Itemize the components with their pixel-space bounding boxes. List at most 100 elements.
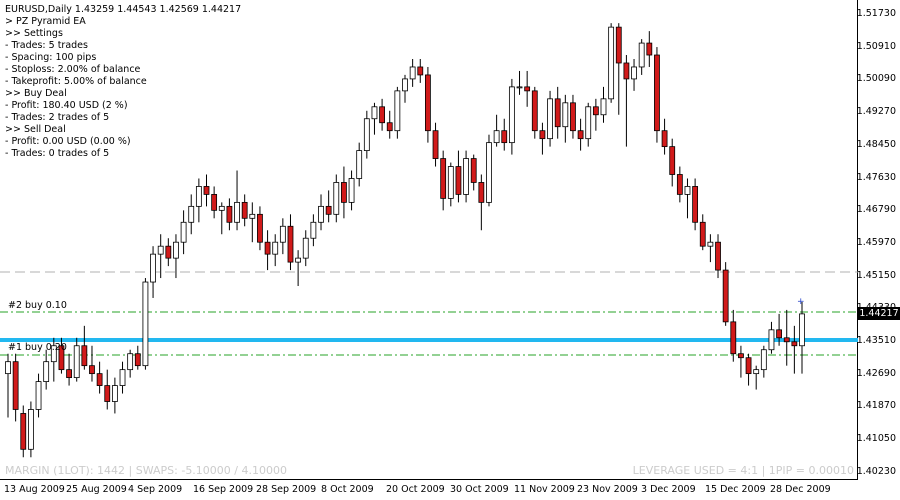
price-tick-label: 1.43510 [856, 335, 896, 346]
bull-candle [547, 98, 553, 140]
bull-candle [508, 86, 515, 144]
bear-candle [524, 86, 531, 92]
date-tick-label: 28 Sep 2009 [256, 484, 317, 495]
bear-candle [478, 182, 485, 203]
bear-candle [386, 122, 393, 132]
current-price-label: 1.44217 [858, 307, 900, 321]
bull-candle [111, 385, 118, 402]
bear-candle [104, 385, 111, 402]
date-tick-label: 20 Oct 2009 [386, 484, 445, 495]
bear-candle [692, 186, 699, 223]
bear-candle [654, 54, 660, 132]
bear-candle [66, 369, 72, 379]
bull-candle [463, 158, 469, 195]
bear-candle [20, 413, 27, 450]
bear-candle [699, 221, 706, 247]
date-tick-label: 16 Sep 2009 [193, 484, 254, 495]
bull-candle [753, 369, 760, 375]
bear-candle [570, 102, 576, 132]
bear-candle [241, 201, 248, 219]
bear-candle [738, 353, 744, 359]
price-tick-label: 1.45150 [856, 269, 896, 281]
bull-candle [157, 245, 164, 255]
bear-candle [615, 26, 622, 64]
bear-candle [96, 373, 103, 386]
date-tick-label: 15 Dec 2009 [705, 484, 766, 495]
buy2-level-label: #2 buy 0.10 [8, 300, 67, 311]
date-tick-label: 28 Dec 2009 [770, 484, 831, 495]
date-tick-label: 25 Aug 2009 [66, 484, 127, 495]
date-tick-label: 13 Aug 2009 [4, 484, 65, 495]
order-marker-icon: + [797, 297, 805, 307]
bull-candle [28, 409, 34, 450]
bull-candle [562, 102, 569, 128]
bull-candle [272, 241, 279, 255]
bull-candle [150, 253, 156, 283]
bear-candle [455, 166, 462, 195]
ea-info-line: >> Settings [5, 28, 63, 39]
bull-candle [310, 221, 317, 239]
bull-candle [707, 241, 714, 247]
bear-candle [661, 130, 668, 148]
ea-info-line: > PZ Pyramid EA [5, 16, 86, 27]
bear-candle [646, 42, 653, 56]
ea-info-line: - Profit: 180.40 USD (2 %) [5, 100, 128, 111]
bear-candle [257, 213, 263, 243]
bear-candle [745, 357, 752, 375]
bull-candle [768, 329, 775, 351]
bear-candle [58, 345, 65, 371]
bear-candle [81, 345, 88, 367]
candlestick-canvas: + [0, 23, 858, 458]
bull-candle [486, 142, 492, 203]
bull-candle [279, 225, 286, 243]
price-tick-label: 1.50910 [856, 40, 896, 52]
bear-candle [432, 130, 439, 159]
ea-info-line: - Trades: 2 trades of 5 [5, 112, 110, 123]
date-tick-label: 11 Nov 2009 [514, 484, 575, 495]
ea-info-line: - Trades: 0 trades of 5 [5, 148, 110, 159]
bull-candle [516, 86, 523, 89]
bull-candle [371, 106, 378, 120]
price-tick-label: 1.46790 [856, 204, 896, 216]
ea-info-line: - Spacing: 100 pips [5, 52, 97, 63]
price-tick-label: 1.45970 [856, 236, 896, 248]
ea-info-panel: EURUSD,Daily 1.43259 1.44543 1.42569 1.4… [5, 4, 241, 160]
bull-candle [180, 221, 187, 243]
bear-candle [211, 194, 218, 211]
bear-candle [676, 174, 683, 195]
bear-candle [89, 365, 95, 375]
bear-candle [134, 353, 141, 367]
bear-candle [379, 106, 385, 124]
bull-candle [799, 313, 805, 347]
bear-candle [501, 130, 508, 144]
price-tick-label: 1.40230 [856, 465, 896, 477]
price-tick-label: 1.49270 [856, 106, 896, 118]
price-chart[interactable]: + [0, 0, 858, 480]
bear-candle [264, 241, 271, 255]
bear-candle [12, 361, 19, 410]
bear-candle [425, 74, 431, 132]
bear-candle [440, 158, 447, 199]
bull-candle [127, 353, 134, 371]
bull-candle [631, 66, 637, 80]
ea-info-line: - Trades: 5 trades [5, 40, 88, 51]
bull-candle [234, 201, 240, 223]
bear-candle [417, 66, 424, 76]
price-tick-label: 1.47630 [856, 171, 896, 183]
date-tick-label: 4 Sep 2009 [128, 484, 183, 495]
bear-candle [165, 245, 172, 259]
bull-candle [73, 345, 80, 379]
ea-info-line: >> Sell Deal [5, 124, 66, 135]
bear-candle [539, 130, 546, 140]
price-tick-label: 1.41870 [856, 400, 896, 412]
bear-candle [470, 158, 477, 183]
price-tick-label: 1.50090 [856, 73, 896, 85]
bull-candle [302, 237, 309, 259]
bull-candle [318, 205, 324, 223]
bull-candle [447, 166, 454, 199]
bear-candle [203, 186, 210, 195]
bear-candle [287, 225, 294, 263]
bull-candle [142, 281, 149, 367]
date-tick-label: 8 Oct 2009 [321, 484, 374, 495]
bull-candle [348, 178, 355, 203]
